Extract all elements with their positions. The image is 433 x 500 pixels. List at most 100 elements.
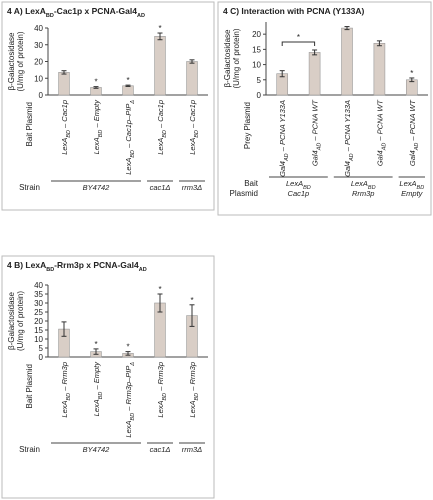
y-tick-label: 40 [34, 281, 43, 290]
significance-star: * [94, 340, 97, 349]
y-axis-label: β-Galactosidase [7, 32, 16, 91]
x-tick-label-part: BD [162, 393, 168, 401]
group-label: rrm3Δ [182, 183, 202, 192]
x-axis-label: Bait Plasmid [25, 364, 34, 408]
x-tick-label: Gal4AD – PCNA Y133A [278, 100, 290, 177]
y-tick-label: 35 [34, 290, 43, 299]
x-tick-label-part: BD [98, 392, 104, 400]
x-tick-label: LexABD – Empty [92, 99, 104, 155]
panel-title-part: -Cac1p x PCNA-Gal4 [54, 6, 137, 16]
group-label: cac1Δ [150, 183, 171, 192]
y-tick-label: 5 [257, 76, 262, 85]
x-tick-label-part: LexA [124, 420, 133, 437]
y-tick-label: 10 [252, 61, 261, 70]
bracket-star: * [297, 33, 300, 42]
y-axis-label: (U/mg of protein) [16, 31, 25, 91]
x-tick-label-part: AD [317, 143, 323, 152]
x-tick-label: LexABD – Cac1p [60, 100, 72, 155]
significance-star: * [126, 76, 129, 85]
y-tick-label: 20 [34, 58, 43, 67]
x-tick-label: Gal4AD – PCNA WT [408, 99, 420, 167]
group-label-part: cac1Δ [150, 445, 171, 454]
panel-title-part: BD [46, 267, 54, 273]
row-label: Strain [19, 183, 40, 192]
group-label: BY4742 [83, 183, 111, 192]
x-tick-label-part: LexA [92, 137, 101, 154]
group-label-part: BD [368, 185, 376, 191]
group-label: rrm3Δ [182, 445, 202, 454]
y-tick-label: 0 [39, 91, 44, 100]
row-label: Bait [244, 179, 259, 188]
y-axis-label: (U/mg of protein) [16, 291, 25, 351]
bar [308, 52, 321, 96]
y-tick-label: 30 [34, 299, 43, 308]
group-label-part: BY4742 [83, 183, 111, 192]
x-tick-label-part: – PCNA WT [375, 99, 384, 143]
x-tick-label-part: AD [284, 153, 290, 162]
x-tick-label-part: BD [130, 150, 136, 158]
x-tick-label-part: BD [98, 130, 104, 138]
group-label-part: LexA [399, 179, 416, 188]
x-tick-label-part: – Empty [92, 361, 101, 392]
x-tick-label-part: – Rrm3p [156, 362, 165, 393]
panel-title-part: BD [46, 13, 54, 19]
x-tick-label-part: AD [349, 153, 355, 162]
panel-title: 4 C) Interaction with PCNA (Y133A) [223, 6, 365, 16]
x-tick-label-part: – Cac1p [60, 100, 69, 130]
y-tick-label: 15 [252, 45, 261, 54]
row-label: Plasmid [230, 189, 258, 198]
group-label-part: BD [303, 185, 311, 191]
x-tick-label-part: LexA [156, 400, 165, 417]
group-label-part: Rrm3p [352, 189, 375, 198]
group-label-part: Empty [401, 189, 424, 198]
group-label: Rrm3p [352, 189, 375, 198]
x-tick-label: LexABD – Rrm3p [156, 362, 168, 418]
x-tick-label-part: LexA [92, 399, 101, 416]
x-tick-label-part: AD [381, 143, 387, 152]
group-label-part: BY4742 [83, 445, 111, 454]
y-tick-label: 5 [39, 344, 44, 353]
significance-star: * [94, 78, 97, 87]
x-tick-label: LexABD – Cac1p [188, 100, 200, 155]
significance-star: * [190, 296, 193, 305]
group-label: LexABD [286, 179, 311, 191]
group-label-part: rrm3Δ [182, 183, 202, 192]
x-tick-label-part: – PCNA WT [311, 99, 320, 143]
x-tick-label-part: LexA [60, 138, 69, 155]
panel-title-part: -Rrm3p x PCNA-Gal4 [54, 260, 139, 270]
group-label: BY4742 [83, 445, 111, 454]
x-tick-label-part: – PCNA Y133A [278, 100, 287, 153]
bar [373, 42, 386, 96]
x-tick-label: LexABD – Cac1p [156, 100, 168, 155]
bar [341, 27, 353, 96]
significance-star: * [126, 343, 129, 352]
group-label-part: LexA [351, 179, 368, 188]
x-tick-label: LexABD – Rrm3p [60, 362, 72, 418]
y-tick-label: 25 [34, 308, 43, 317]
x-tick-label-part: LexA [188, 138, 197, 155]
x-tick-label-part: BD [66, 130, 72, 138]
x-tick-label: Gal4AD – PCNA WT [375, 99, 387, 167]
y-axis-label: β-Galactosidase [223, 29, 232, 88]
x-tick-label-part: – Cac1p [188, 100, 197, 130]
y-tick-label: 15 [34, 326, 43, 335]
x-tick-label-part: – Rrm3p [188, 362, 197, 393]
panel-title-part: 4 B) LexA [7, 260, 46, 270]
x-axis-label: Bait Plasmid [25, 102, 34, 146]
y-tick-label: 10 [34, 74, 43, 83]
x-tick-label-part: – Empty [92, 99, 101, 130]
x-tick-label-part: Gal4 [408, 150, 417, 166]
x-tick-label-part: Gal4 [343, 161, 352, 177]
x-tick-label-part: – Rrm3p–PIP [124, 366, 133, 413]
panel-title: 4 B) LexABD-Rrm3p x PCNA-Gal4AD [7, 260, 147, 273]
x-tick-label-part: BD [194, 393, 200, 401]
x-tick-label-part: LexA [188, 400, 197, 417]
group-label: cac1Δ [150, 445, 171, 454]
y-tick-label: 20 [34, 317, 43, 326]
panel-title-part: 4 C) Interaction with PCNA (Y133A) [223, 6, 365, 16]
bar [186, 61, 198, 96]
x-tick-label-part: BD [194, 130, 200, 138]
x-tick-label-part: – PCNA WT [408, 99, 417, 143]
y-tick-label: 30 [34, 41, 43, 50]
